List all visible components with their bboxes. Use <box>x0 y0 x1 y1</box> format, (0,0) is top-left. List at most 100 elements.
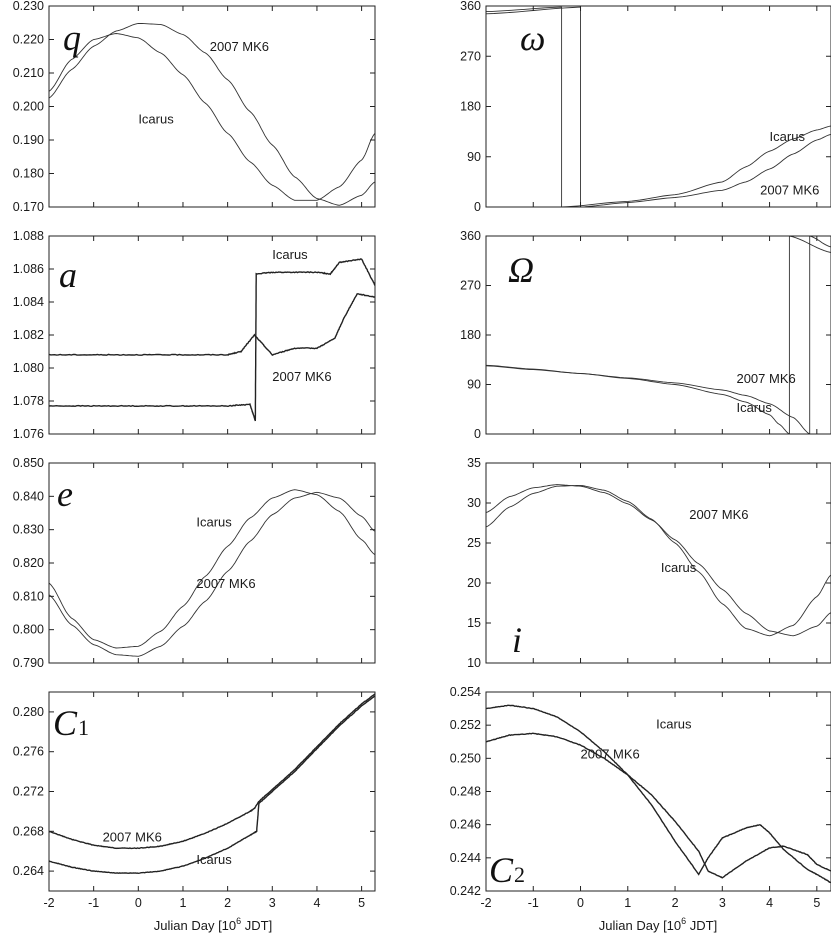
y-tick-label: 0.810 <box>13 589 44 603</box>
y-tick-label: 0.820 <box>13 556 44 570</box>
panel-symbol-e: e <box>57 474 73 514</box>
series-annotation-2007-mk6: 2007 MK6 <box>272 369 331 384</box>
y-tick-label: 0.190 <box>13 133 44 147</box>
x-tick-label: 4 <box>766 896 773 910</box>
series-line-2007-mk6 <box>49 22 375 206</box>
x-tick-label: 3 <box>719 896 726 910</box>
y-tick-label: 0 <box>474 200 481 214</box>
series-annotation-icarus: Icarus <box>196 514 232 529</box>
series-annotation-icarus: Icarus <box>770 129 806 144</box>
series-line-icarus <box>486 704 831 884</box>
y-tick-label: 90 <box>467 150 481 164</box>
x-tick-label: 0 <box>135 896 142 910</box>
y-tick-label: 0.250 <box>450 751 481 765</box>
panel-symbol-main: ω <box>520 18 545 58</box>
series-annotation-icarus: Icarus <box>138 111 174 126</box>
y-tick-label: 1.076 <box>13 427 44 441</box>
y-tick-label: 0.242 <box>450 884 481 898</box>
y-tick-label: 25 <box>467 536 481 550</box>
series-line-2007-mk6 <box>49 293 375 356</box>
y-tick-label: 20 <box>467 576 481 590</box>
plot-frame <box>48 462 376 664</box>
series-line-icarus <box>486 236 831 434</box>
x-axis-label-sup: 6 <box>236 916 241 926</box>
series-annotation-2007-mk6: 2007 MK6 <box>196 576 255 591</box>
panel-c2: 0.242 0.244 0.246 0.248 0.250 0.252 0.254 -2 -1 0… <box>450 685 831 910</box>
y-tick-label: 0.252 <box>450 718 481 732</box>
series-annotation-2007-mk6: 2007 MK6 <box>103 829 162 844</box>
series-annotation-2007-mk6: 2007 MK6 <box>689 507 748 522</box>
series-line-2007-mk6 <box>486 6 831 207</box>
y-tick-label: 0.840 <box>13 489 44 503</box>
series-annotation-icarus: Icarus <box>736 400 772 415</box>
plot-frame <box>485 235 831 435</box>
x-tick-label: 5 <box>358 896 365 910</box>
panel-symbol-subscript: 2 <box>514 862 525 887</box>
y-tick-label: 360 <box>460 229 481 243</box>
y-tick-label: 30 <box>467 496 481 510</box>
y-tick-label: 0.230 <box>13 0 44 13</box>
x-tick-label: 2 <box>224 896 231 910</box>
x-tick-label: -1 <box>88 896 99 910</box>
series-annotation-2007-mk6: 2007 MK6 <box>736 371 795 386</box>
y-tick-label: 0.268 <box>13 824 44 838</box>
panel-omega: 0 90 180 270 360 ω Icarus 2007 MK6 <box>460 0 831 214</box>
series-annotation-icarus: Icarus <box>656 716 692 731</box>
x-axis-label-sup: 6 <box>681 916 686 926</box>
y-tick-label: 90 <box>467 378 481 392</box>
x-tick-label: 2 <box>672 896 679 910</box>
plot-frame <box>48 5 376 208</box>
x-axis-label-tail: JDT] <box>686 918 717 933</box>
y-tick-label: 1.084 <box>13 295 44 309</box>
series-annotation-icarus: Icarus <box>196 852 232 867</box>
y-tick-label: 0.830 <box>13 523 44 537</box>
y-tick-label: 270 <box>460 279 481 293</box>
panel-symbol-i: i <box>512 620 522 660</box>
series-line-2007-mk6 <box>49 491 375 657</box>
panel-omega: 0 90 180 270 360 Ω 2007 MK6 Icarus <box>460 229 831 441</box>
y-tick-label: 0.200 <box>13 100 44 114</box>
y-tick-label: 1.082 <box>13 328 44 342</box>
x-tick-label: 3 <box>269 896 276 910</box>
panel-symbol-main: Ω <box>508 250 534 290</box>
panel-symbol-omega: ω <box>520 18 545 58</box>
panel-e: 0.790 0.800 0.810 0.820 0.830 0.840 0.850 e Icar… <box>13 456 376 670</box>
y-tick-label: 0.276 <box>13 745 44 759</box>
y-tick-label: 0.272 <box>13 785 44 799</box>
panel-symbol-subscript: 1 <box>78 715 89 740</box>
panels-container: 0.170 0.180 0.190 0.200 0.210 0.220 0.230 q 2007… <box>13 0 831 910</box>
series-line-icarus <box>49 258 375 422</box>
series-line-2007-mk6 <box>486 732 831 879</box>
y-tick-label: 0.264 <box>13 864 44 878</box>
y-tick-label: 0.210 <box>13 66 44 80</box>
panel-symbol-main: e <box>57 474 73 514</box>
panel-i: 10 15 20 25 30 35 i 2007 MK6 Icarus <box>467 456 831 670</box>
series-line-2007-mk6 <box>486 484 831 637</box>
panel-symbol-c2: C2 <box>489 850 525 890</box>
panel-a: 1.076 1.078 1.080 1.082 1.084 1.086 1.088 a Icar… <box>13 229 376 441</box>
series-line-icarus <box>486 484 831 637</box>
panel-symbol-omega: Ω <box>508 250 534 290</box>
y-tick-label: 0.180 <box>13 167 44 181</box>
y-tick-label: 180 <box>460 100 481 114</box>
y-tick-label: 0.244 <box>450 851 481 865</box>
panel-symbol-main: a <box>59 255 77 295</box>
series-annotation-icarus: Icarus <box>272 247 308 262</box>
x-tick-label: 5 <box>813 896 820 910</box>
y-tick-label: 1.078 <box>13 394 44 408</box>
y-tick-label: 0.800 <box>13 623 44 637</box>
panel-symbol-main: q <box>63 18 81 58</box>
y-tick-label: 0 <box>474 427 481 441</box>
y-tick-label: 270 <box>460 49 481 63</box>
plot-frame <box>48 235 376 435</box>
y-tick-label: 10 <box>467 656 481 670</box>
x-tick-label: 1 <box>624 896 631 910</box>
y-tick-label: 0.246 <box>450 818 481 832</box>
y-tick-label: 0.170 <box>13 200 44 214</box>
series-line-icarus <box>486 6 831 207</box>
panel-symbol-c1: C1 <box>53 703 89 743</box>
x-tick-label: 0 <box>577 896 584 910</box>
x-axis-label-left: Julian Day [106 JDT] <box>154 916 272 933</box>
panel-symbol-q: q <box>63 18 81 58</box>
